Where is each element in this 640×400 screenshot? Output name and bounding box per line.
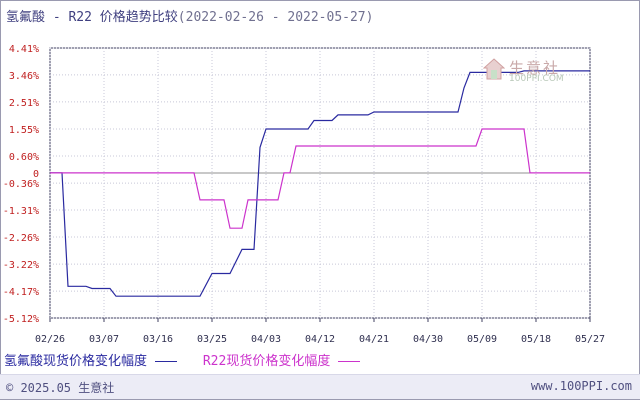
legend-label-hf: 氢氟酸现货价格变化幅度 — [4, 354, 148, 369]
legend-item-hf: 氢氟酸现货价格变化幅度 — [4, 350, 178, 369]
x-tick-label: 04/21 — [359, 334, 389, 345]
x-tick-label: 04/30 — [413, 334, 443, 345]
y-tick-label: -1.31% — [3, 206, 39, 217]
footer-site-link[interactable]: www.100PPI.com — [530, 379, 632, 393]
footer-copyright: © 2025.05 生意社 — [6, 381, 115, 395]
x-tick-label: 05/27 — [575, 334, 605, 345]
series-line-hf — [50, 70, 590, 297]
legend-swatch-r22 — [338, 361, 361, 362]
y-tick-label: -3.22% — [3, 260, 39, 271]
x-tick-label: 04/03 — [251, 334, 281, 345]
x-tick-label: 03/07 — [89, 334, 119, 345]
legend-swatch-hf — [155, 361, 178, 362]
legend-label-r22: R22现货价格变化幅度 — [202, 354, 331, 369]
x-tick-label: 03/25 — [197, 334, 227, 345]
watermark-url: 100PPI.COM — [509, 74, 564, 84]
y-tick-label: 0.60% — [9, 152, 39, 163]
title-main: 氢氟酸 - R22 价格趋势比较 — [6, 10, 178, 25]
series-line-r22 — [50, 128, 590, 229]
y-tick-label: -5.12% — [3, 314, 39, 325]
footer-bar: © 2025.05 生意社 www.100PPI.com — [0, 374, 640, 399]
watermark-logo: 生意社 100PPI.COM — [483, 58, 603, 88]
x-tick-label: 02/26 — [35, 334, 65, 345]
title-date-range: (2022-02-26 - 2022-05-27) — [177, 10, 374, 25]
house-logo-icon — [483, 58, 505, 80]
x-tick-label: 05/18 — [521, 334, 551, 345]
y-tick-label: -0.36% — [3, 179, 39, 190]
y-tick-label: 2.51% — [9, 98, 39, 109]
y-tick-label: 4.41% — [9, 44, 39, 55]
x-tick-label: 04/12 — [305, 334, 335, 345]
y-tick-label: 0 — [33, 169, 39, 180]
x-tick-label: 03/16 — [143, 334, 173, 345]
x-tick-label: 05/09 — [467, 334, 497, 345]
chart-legend: 氢氟酸现货价格变化幅度 R22现货价格变化幅度 — [4, 350, 378, 369]
y-tick-label: 3.46% — [9, 71, 39, 82]
legend-item-r22: R22现货价格变化幅度 — [202, 350, 361, 369]
watermark-name: 生意社 — [509, 59, 561, 77]
y-tick-label: -2.26% — [3, 233, 39, 244]
chart-title: 氢氟酸 - R22 价格趋势比较(2022-02-26 - 2022-05-27… — [6, 6, 373, 25]
y-tick-label: 1.55% — [9, 125, 39, 136]
y-tick-label: -4.17% — [3, 287, 39, 298]
